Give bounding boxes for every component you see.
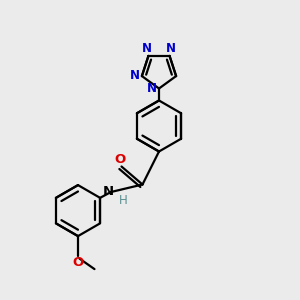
Text: N: N bbox=[103, 184, 114, 198]
Text: O: O bbox=[72, 256, 84, 269]
Text: O: O bbox=[114, 153, 126, 167]
Text: N: N bbox=[146, 82, 157, 95]
Text: N: N bbox=[166, 42, 176, 55]
Text: N: N bbox=[129, 69, 140, 82]
Text: H: H bbox=[119, 194, 128, 207]
Text: N: N bbox=[142, 42, 152, 55]
